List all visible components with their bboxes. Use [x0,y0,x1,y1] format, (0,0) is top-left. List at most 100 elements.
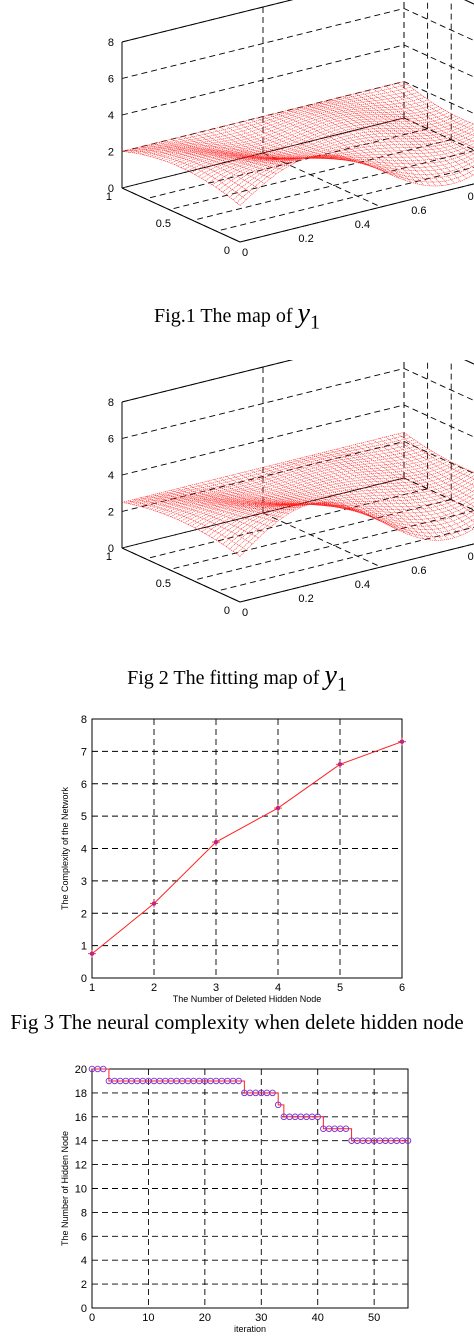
fig3-series [88,737,406,958]
fig1-xtick-0: 0 [242,247,248,259]
fig1-zgrid-2 [121,44,474,116]
fig1-xgrid-floor-4 [216,166,474,232]
fig2-xgrid-floor-1 [145,488,428,560]
fig4-point-45 [342,1125,350,1132]
fig3-ytick-0: 0 [81,973,87,985]
fig3-ytick-2: 2 [81,908,87,920]
fig1-xgrid-floor-5 [239,183,474,243]
fig1-ytick-1: 0.5 [156,218,171,230]
fig3-point-cross-3 [274,804,282,813]
fig3-xtick-4: 5 [337,982,343,994]
figure-4: 0 10 20 30 40 50 0 2 4 6 8 10 12 14 16 18 20 iteration The… [0,1052,474,1336]
fig3-ytick-1: 1 [81,941,87,953]
fig3-point-cross-2 [212,838,220,847]
fig4-xlabel: iteration [234,1324,266,1334]
caption-fig-2: Fig 2 The fitting map of y1 [0,660,474,697]
fig1-ztick-0: 0 [108,183,114,195]
fig1-zgrid-4 [121,0,474,43]
caption-fig-2-text: Fig 2 The fitting map of [127,667,325,689]
fig1-ztick-2: 4 [108,110,114,122]
fig2-ztick-2: 4 [108,470,114,482]
fig4-series-line [92,1068,408,1142]
fig4-xtick-5: 50 [368,1312,380,1324]
fig2-xgrid-floor-3 [192,510,474,581]
fig2-xtick-0: 0 [242,607,248,619]
fig2-zgrid-4 [121,360,474,403]
fig3-ytick-8: 8 [81,714,87,726]
fig2-ztick-4: 8 [108,397,114,409]
fig1-top-left-edge [121,0,294,43]
fig1-ztick-3: 6 [108,74,114,86]
fig4-ytick-5: 10 [75,1184,87,1196]
fig3-ytick-6: 6 [81,779,87,791]
fig2-surface [121,432,474,557]
fig4-point-33 [274,1101,282,1109]
caption-fig-1: Fig.1 The map of y1 [0,298,474,335]
fig4-xtick-2: 20 [199,1312,211,1324]
fig3-xtick-1: 2 [151,982,157,994]
fig4-plot-frame [91,1068,409,1309]
fig4-ylabel: The Number of Hidden Node [60,1131,70,1246]
fig2-ztick-0: 0 [108,543,114,555]
fig1-surface [121,81,474,206]
fig3-xtick-3: 4 [275,982,281,994]
fig4-point-32 [269,1089,276,1097]
fig4-point-40 [314,1113,321,1121]
fig2-ygrid-floor-2 [403,477,474,511]
fig3-point-cross-0 [88,949,96,958]
fig3-ytick-5: 5 [81,811,87,823]
fig1-ytick-0: 0 [224,245,230,257]
fig2-zgrid-3 [121,368,474,439]
fig2-zgrid-1 [121,441,474,512]
fig4-xtick-4: 40 [312,1312,324,1324]
fig4-xtick-0: 0 [89,1312,95,1324]
fig2-y-axis [121,547,241,603]
fig1-xgrid-floor-2 [169,139,452,211]
fig2-ygrid-floor-1 [262,512,382,568]
fig3-point-cross-4 [336,760,344,769]
fig4-ytick-6: 12 [75,1160,87,1172]
fig4-ytick-1: 2 [81,1279,87,1291]
fig4-ytick-4: 8 [81,1207,87,1219]
caption-fig-1-text: Fig.1 The map of [154,305,298,327]
fig3-ytick-3: 3 [81,876,87,888]
fig3-xtick-2: 3 [213,982,219,994]
fig3-ytick-7: 7 [81,746,87,758]
fig1-zgrid-3 [121,8,474,79]
fig4-point-2 [100,1065,107,1073]
fig2-xgrid-floor-2 [169,499,452,571]
caption-fig-1-symbol: y1 [298,298,320,334]
fig4-ytick-7: 14 [75,1136,87,1148]
fig1-xgrid-floor-3 [192,150,474,221]
fig2-ytick-0: 0 [224,605,230,617]
fig1-surface-mesh [121,81,474,206]
fig3-point-cross-1 [150,899,158,908]
fig2-xtick-1: 0.2 [298,593,313,605]
fig4-xtick-1: 10 [142,1312,154,1324]
fig2-x-axis [239,543,474,603]
fig1-xtick-2: 0.4 [355,219,370,231]
fig2-top-left-edge [121,360,294,403]
fig4-ytick-8: 16 [75,1112,87,1124]
fig3-plot-frame [91,718,403,979]
fig2-xtick-4: 0.8 [468,551,474,563]
fig3-xlabel: The Number of Deleted Hidden Node [173,994,322,1004]
caption-fig-3-text: Fig 3 The neural complexity when delete … [10,1010,464,1034]
fig4-series [88,1065,412,1144]
fig2-xtick-3: 0.6 [411,565,426,577]
fig1-ztick-4: 8 [108,37,114,49]
fig1-y-axis [121,187,241,243]
fig4-ytick-10: 20 [75,1064,87,1076]
fig2-xgrid-floor-5 [239,543,474,603]
caption-fig-2-symbol-letter: y [324,660,337,691]
caption-fig-2-subscript: 1 [336,673,347,696]
fig1-ytick-2: 1 [106,191,112,203]
